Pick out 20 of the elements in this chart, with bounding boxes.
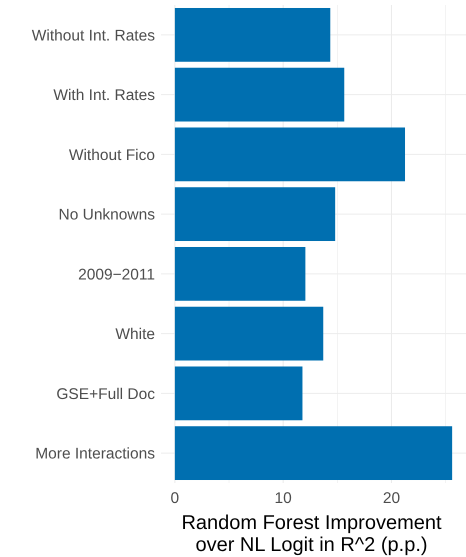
bar (174, 366, 302, 420)
bar (174, 68, 344, 122)
bar (174, 426, 452, 480)
x-tick-label: 20 (382, 490, 400, 507)
x-tick-label: 10 (274, 490, 292, 507)
y-tick-label: GSE+Full Doc (56, 386, 156, 403)
y-tick-label: More Interactions (35, 446, 156, 463)
x-tick-label: 0 (170, 490, 180, 507)
y-tick-label: Without Fico (68, 146, 155, 164)
bar (174, 246, 306, 301)
y-tick-label: No Unknowns (58, 206, 156, 224)
y-tick-label: 2009−2011 (78, 266, 155, 284)
x-axis-title: Random Forest Improvement over NL Logit in R^2 (p.p.) (181, 512, 442, 556)
y-tick-label: White (115, 326, 155, 344)
bar (174, 187, 336, 242)
bar (174, 306, 324, 361)
bar (174, 127, 406, 182)
y-tick-label: Without Int. Rates (32, 27, 156, 44)
bar (174, 8, 330, 62)
y-tick-label: With Int. Rates (53, 87, 156, 104)
